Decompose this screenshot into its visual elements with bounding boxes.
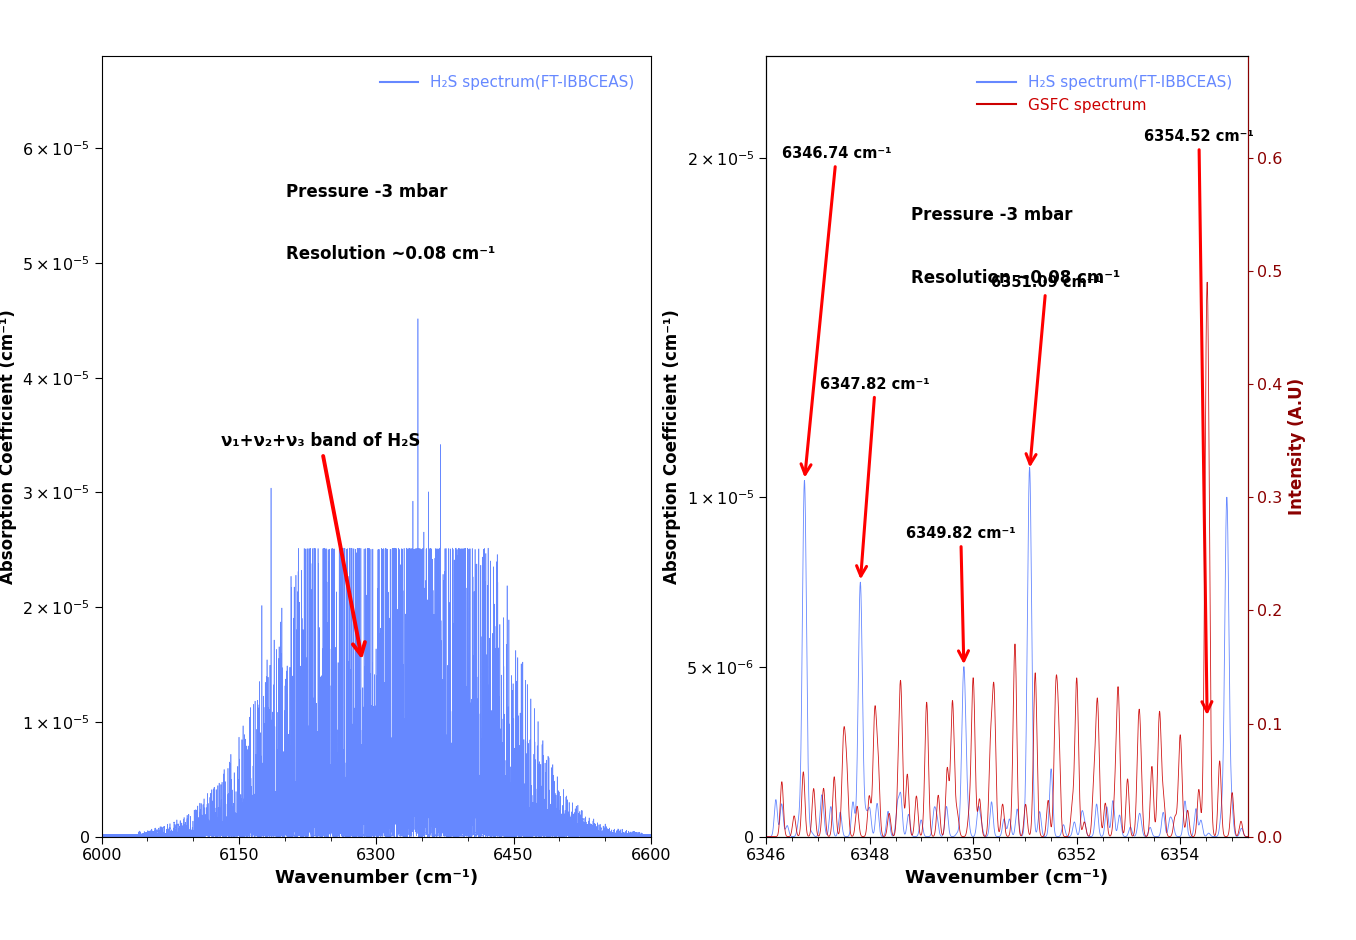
Y-axis label: Absorption Coefficient (cm⁻¹): Absorption Coefficient (cm⁻¹) (663, 309, 681, 584)
Text: Resolution ~0.08 cm⁻¹: Resolution ~0.08 cm⁻¹ (910, 269, 1120, 287)
Y-axis label: Absorption Coefficient (cm⁻¹): Absorption Coefficient (cm⁻¹) (0, 309, 16, 584)
Y-axis label: Intensity (A.U): Intensity (A.U) (1288, 378, 1306, 515)
Text: 6346.74 cm⁻¹: 6346.74 cm⁻¹ (781, 146, 891, 475)
Legend: H₂S spectrum(FT-IBBCEAS), GSFC spectrum: H₂S spectrum(FT-IBBCEAS), GSFC spectrum (971, 69, 1238, 118)
X-axis label: Wavenumber (cm⁻¹): Wavenumber (cm⁻¹) (906, 869, 1108, 887)
Text: 6351.09 cm⁻¹: 6351.09 cm⁻¹ (991, 275, 1101, 464)
Text: 6347.82 cm⁻¹: 6347.82 cm⁻¹ (820, 377, 930, 576)
Text: 6354.52 cm⁻¹: 6354.52 cm⁻¹ (1144, 129, 1254, 712)
Legend: H₂S spectrum(FT-IBBCEAS): H₂S spectrum(FT-IBBCEAS) (374, 69, 641, 96)
Text: ν₁+ν₂+ν₃ band of H₂S: ν₁+ν₂+ν₃ band of H₂S (221, 432, 420, 655)
Text: Pressure -3 mbar: Pressure -3 mbar (910, 206, 1073, 225)
X-axis label: Wavenumber (cm⁻¹): Wavenumber (cm⁻¹) (275, 869, 477, 887)
Text: 6349.82 cm⁻¹: 6349.82 cm⁻¹ (906, 526, 1016, 661)
Text: Resolution ~0.08 cm⁻¹: Resolution ~0.08 cm⁻¹ (286, 245, 495, 263)
Text: Pressure -3 mbar: Pressure -3 mbar (286, 183, 447, 201)
